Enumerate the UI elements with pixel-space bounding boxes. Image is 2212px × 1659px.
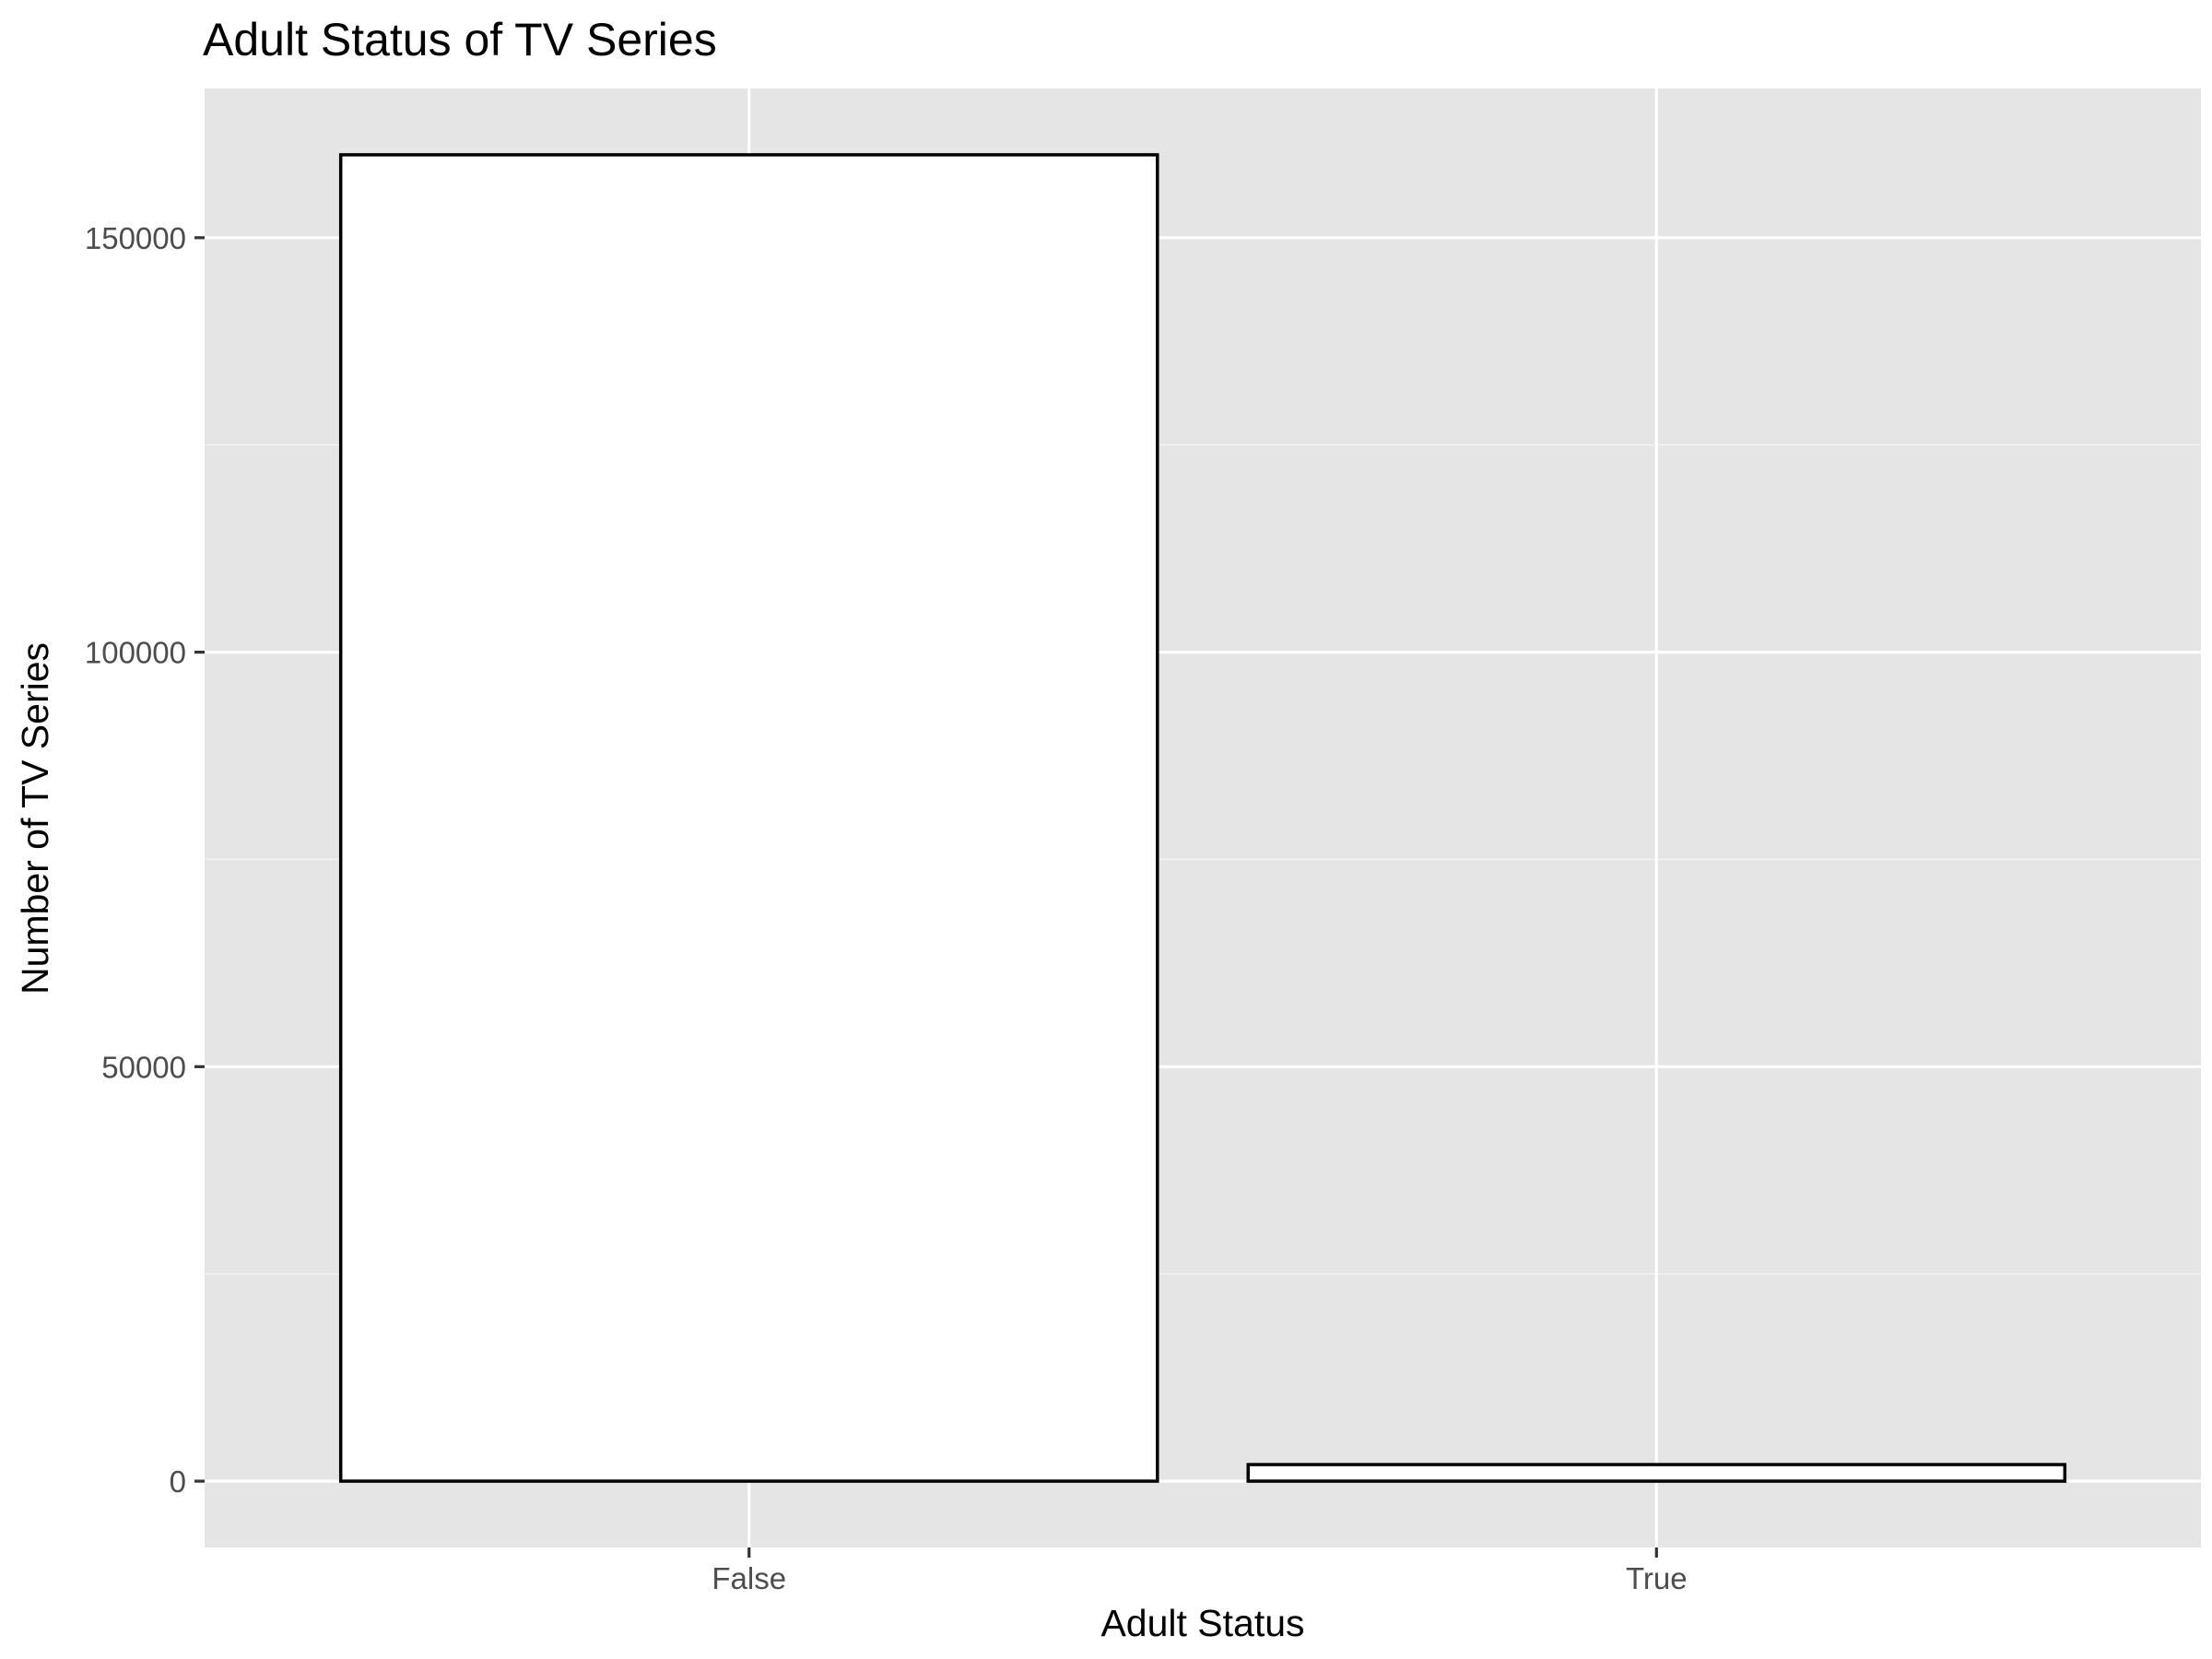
y-tick-label: 0	[170, 1465, 186, 1499]
x-tick-label: False	[712, 1561, 786, 1595]
y-tick-label: 50000	[101, 1050, 186, 1084]
x-axis-title: Adult Status	[1100, 1602, 1304, 1644]
y-tick-label: 150000	[85, 221, 186, 255]
bar-true	[1246, 1463, 2067, 1483]
y-axis-title: Number of TV Series	[14, 642, 56, 994]
y-axis: 0 50000 100000 150000	[85, 221, 205, 1499]
x-tick-label: True	[1626, 1561, 1688, 1595]
y-tick-label: 100000	[85, 636, 186, 670]
x-axis: False True	[712, 1547, 1688, 1595]
bars	[338, 153, 2067, 1483]
bar-false	[338, 153, 1159, 1483]
chart-title: Adult Status of TV Series	[203, 14, 717, 65]
